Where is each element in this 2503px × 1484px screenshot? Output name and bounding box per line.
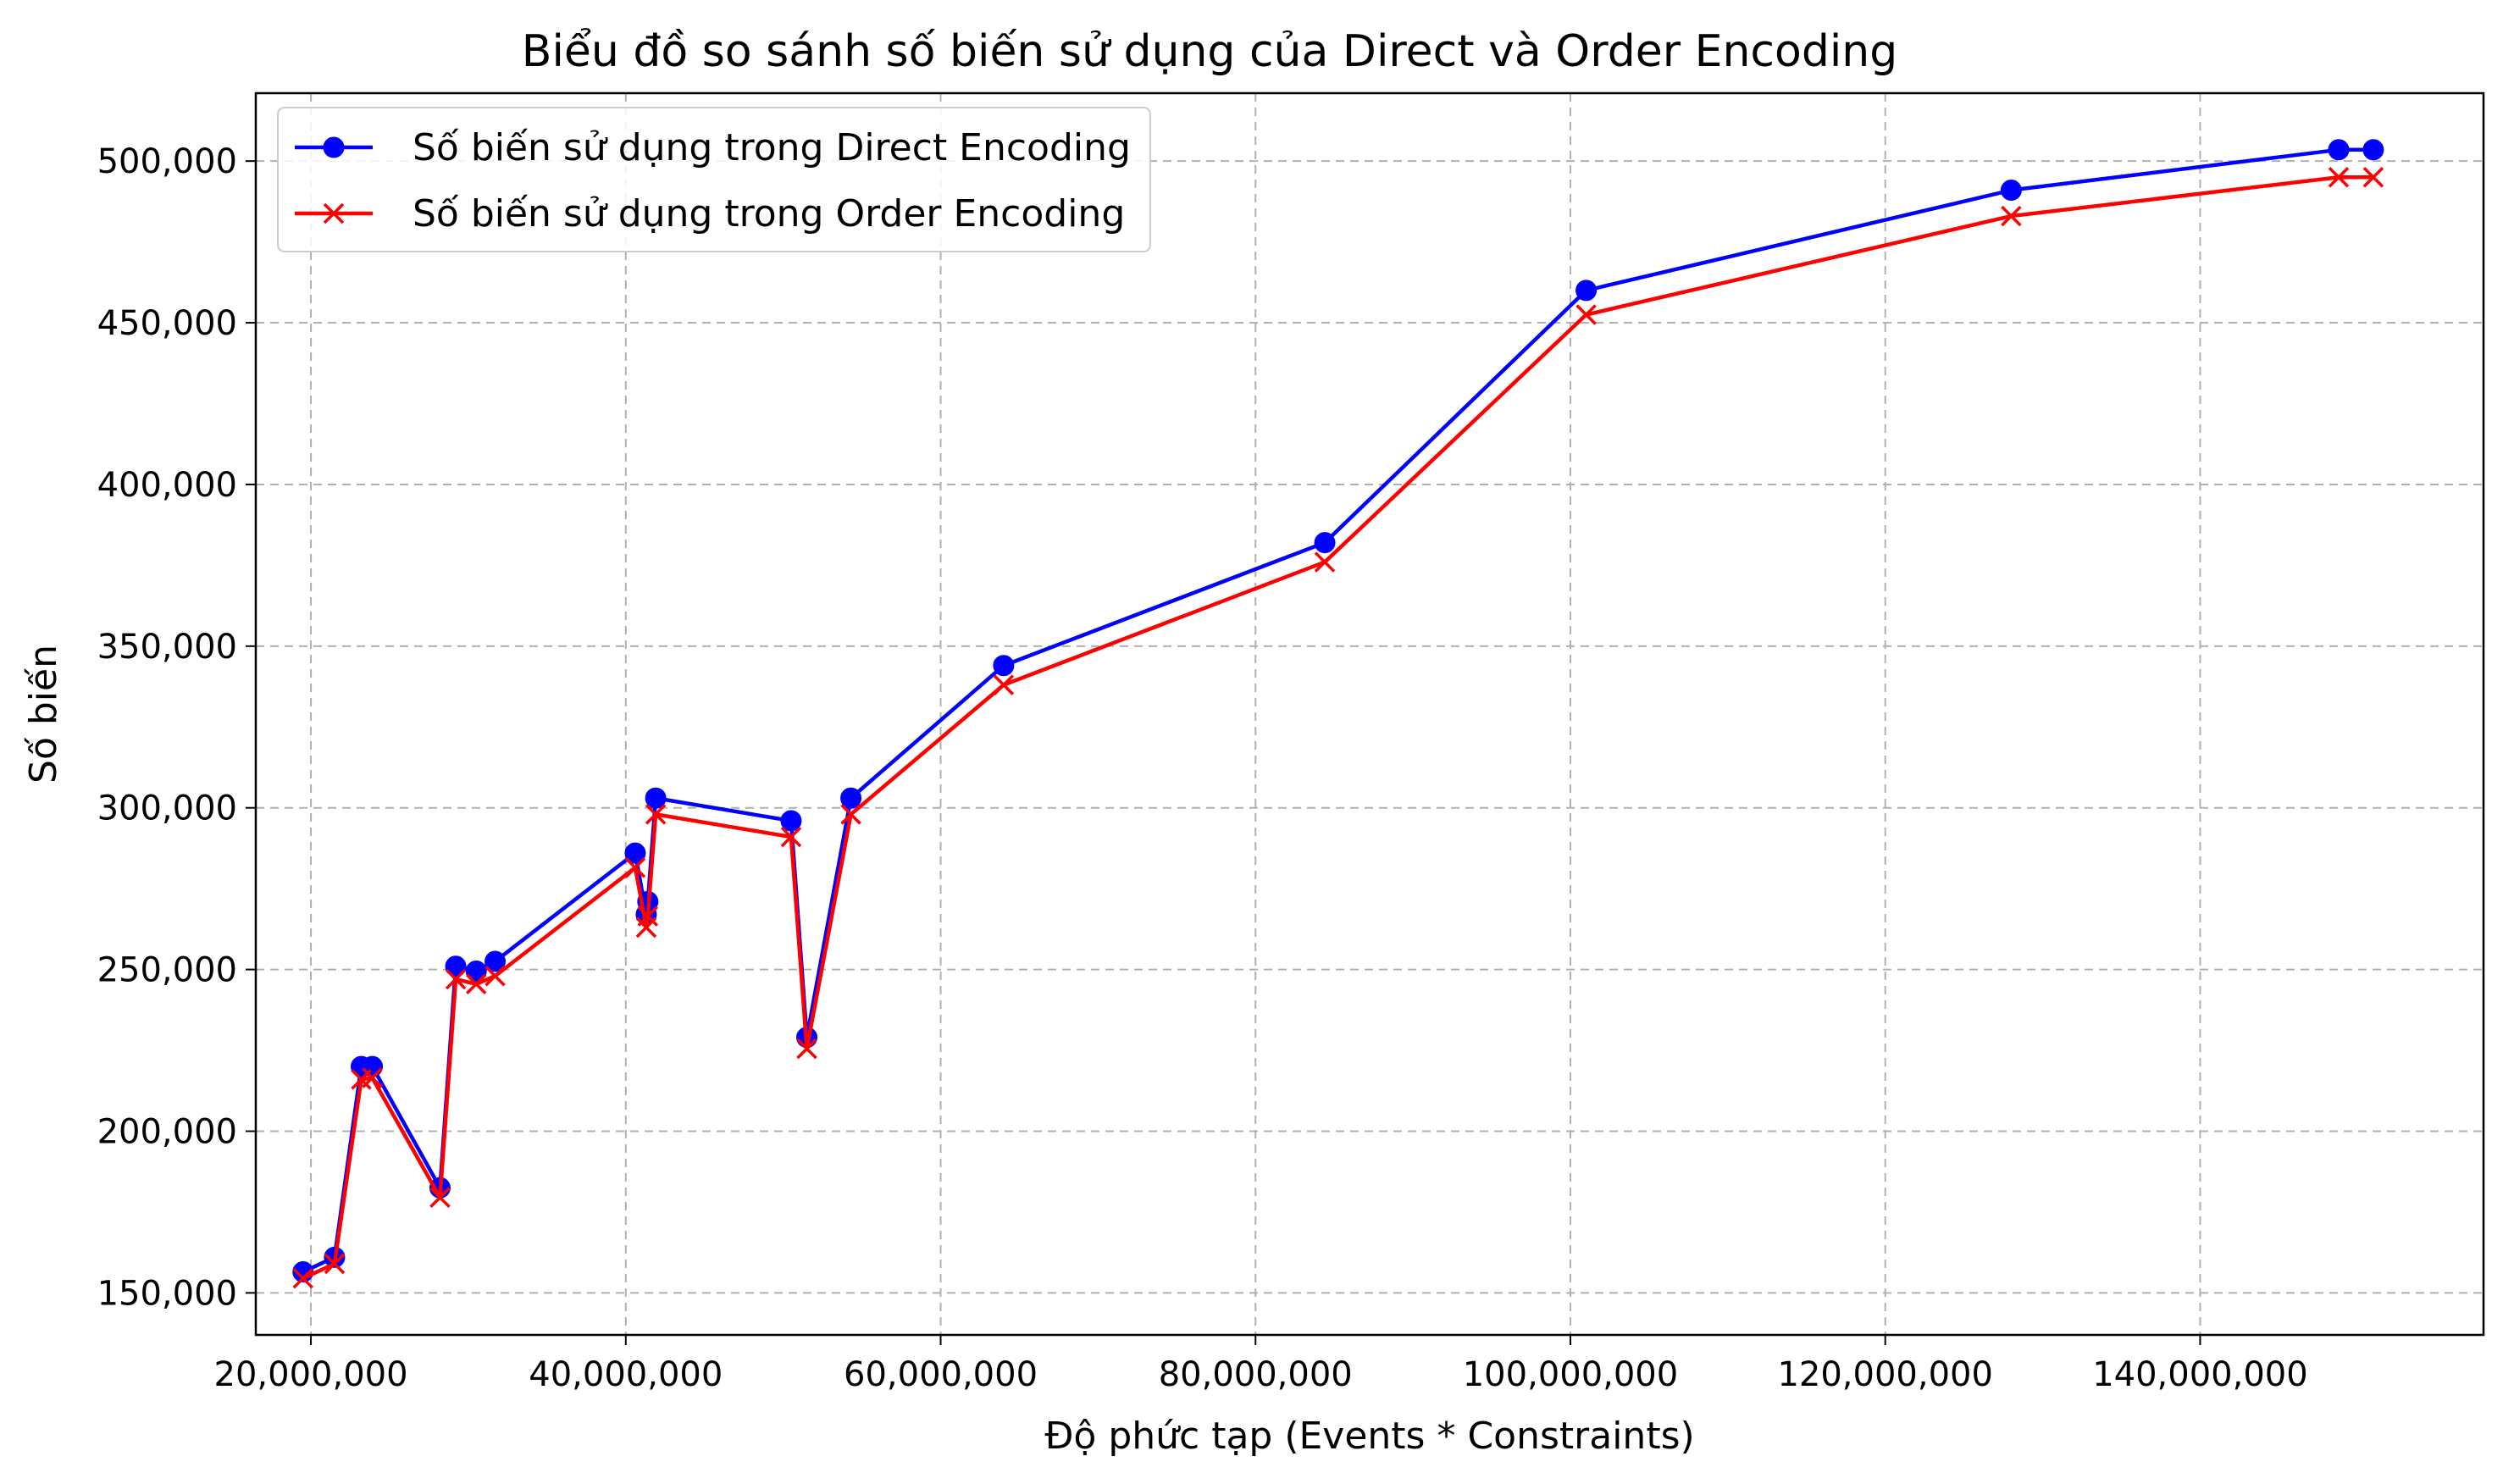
data-point-x-stroke — [780, 826, 802, 848]
x-tick-label: 60,000,000 — [844, 1355, 1038, 1394]
data-point-x-stroke — [1314, 551, 1336, 573]
y-tick-label: 300,000 — [97, 789, 237, 828]
data-point-x — [429, 1187, 451, 1208]
data-point-x-stroke — [465, 973, 487, 995]
series-2 — [292, 167, 2384, 1289]
y-tick-label: 400,000 — [97, 466, 237, 505]
data-point-x-stroke — [429, 1187, 451, 1208]
data-point-x — [485, 965, 506, 987]
legend-label: Số biến sử dụng trong Order Encoding — [413, 192, 1125, 235]
legend-marker — [323, 136, 345, 158]
data-point — [445, 955, 467, 977]
data-point-x — [780, 826, 802, 848]
data-point-x — [292, 1267, 313, 1289]
legend-entry: Số biến sử dụng trong Direct Encoding — [295, 126, 1131, 169]
y-tick-label: 200,000 — [97, 1112, 237, 1151]
data-point-x-stroke — [445, 968, 467, 990]
legend-marker — [323, 202, 345, 224]
data-point-x — [993, 674, 1015, 695]
data-point-x — [796, 1038, 817, 1060]
plot-frame — [254, 91, 2485, 1337]
legend-box — [277, 107, 1151, 252]
data-point-x — [324, 1253, 346, 1275]
data-point-x — [1314, 551, 1336, 573]
legend-marker-stroke — [323, 202, 345, 224]
y-tick-label: 450,000 — [97, 304, 237, 343]
axis-ticks: 20,000,000 40,000,000 60,000,000 80,000,000… — [97, 142, 2308, 1394]
x-tick-label: 100,000,000 — [1463, 1355, 1678, 1394]
series-line — [302, 175, 2373, 1281]
data-point — [840, 787, 862, 809]
legend-entries: Số biến sử dụng trong Direct Encoding Số … — [295, 126, 1131, 235]
data-point — [624, 842, 646, 864]
data-point — [485, 950, 507, 972]
data-point — [1575, 280, 1598, 302]
data-point — [1314, 532, 1336, 554]
data-point — [780, 810, 802, 832]
data-point-x-stroke — [292, 1267, 313, 1289]
data-point-x-stroke — [324, 1253, 346, 1275]
data-point-x — [2001, 205, 2022, 227]
data-point-x — [465, 973, 487, 995]
data-point-x-stroke — [624, 857, 646, 878]
data-point — [465, 961, 487, 983]
data-point-x-stroke — [362, 1067, 383, 1088]
data-point-x-stroke — [2001, 205, 2022, 227]
data-point-x — [2362, 167, 2384, 188]
data-point-x-stroke — [485, 965, 506, 987]
data-point-x-stroke — [796, 1038, 817, 1060]
data-point — [645, 787, 667, 809]
data-point-x-stroke — [1575, 304, 1597, 325]
data-point-x — [362, 1067, 383, 1088]
legend: Số biến sử dụng trong Direct Encoding Số … — [277, 107, 1151, 252]
data-point-x — [1575, 304, 1597, 325]
y-tick-label: 250,000 — [97, 951, 237, 990]
chart-title: Biểu đồ so sánh số biến sử dụng của Dire… — [522, 26, 1897, 77]
y-tick-label: 350,000 — [97, 628, 237, 667]
data-point-x-stroke — [637, 905, 659, 927]
data-point-x — [2328, 167, 2350, 188]
legend-entry: Số biến sử dụng trong Order Encoding — [295, 192, 1125, 235]
x-tick-label: 80,000,000 — [1159, 1355, 1353, 1394]
x-tick-label: 20,000,000 — [214, 1355, 408, 1394]
x-axis-label: Độ phức tạp (Events * Constraints) — [1044, 1415, 1694, 1458]
data-point-x-stroke — [645, 804, 667, 825]
data-point-x — [637, 905, 659, 927]
y-tick-label: 500,000 — [97, 142, 237, 181]
data-point-x — [645, 804, 667, 825]
data-point-x-stroke — [2362, 167, 2384, 188]
x-tick-label: 40,000,000 — [529, 1355, 723, 1394]
data-point-x — [624, 857, 646, 878]
x-tick-label: 140,000,000 — [2092, 1355, 2307, 1394]
series-layer — [292, 139, 2384, 1289]
legend-label: Số biến sử dụng trong Direct Encoding — [413, 126, 1131, 169]
x-tick-label: 120,000,000 — [1777, 1355, 1992, 1394]
data-point-x — [840, 804, 861, 825]
series-line — [302, 147, 2373, 1274]
data-point-x-stroke — [840, 804, 861, 825]
data-point — [993, 655, 1015, 677]
data-point — [2000, 180, 2022, 202]
y-tick-label: 150,000 — [97, 1274, 237, 1313]
data-point-x-stroke — [993, 674, 1015, 695]
grid-lines — [256, 93, 2484, 1335]
series-1 — [292, 139, 2384, 1283]
data-point-x — [445, 968, 467, 990]
data-point-x-stroke — [2328, 167, 2350, 188]
data-point — [2328, 139, 2350, 161]
y-axis-label: Số biến — [22, 645, 65, 784]
data-point — [2362, 139, 2384, 161]
